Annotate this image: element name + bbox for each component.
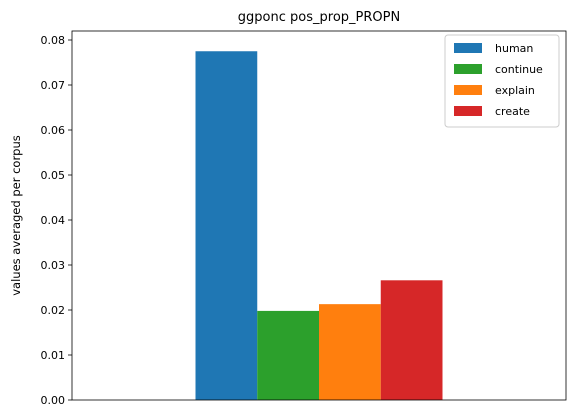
- y-tick-label: 0.04: [41, 214, 66, 227]
- legend-label-explain: explain: [495, 84, 535, 97]
- legend-swatch-human: [454, 43, 482, 53]
- legend-label-create: create: [495, 105, 530, 118]
- bar-explain: [319, 304, 381, 400]
- bars-group: [195, 51, 443, 400]
- legend-label-human: human: [495, 42, 533, 55]
- legend-swatch-explain: [454, 85, 482, 95]
- y-axis: 0.00 0.01 0.02 0.03 0.04 0.05 0.06 0.07 0.08: [41, 34, 72, 407]
- y-tick-label: 0.08: [41, 34, 66, 47]
- y-tick-label: 0.00: [41, 394, 66, 407]
- y-tick-label: 0.05: [41, 169, 66, 182]
- legend-box: [444, 34, 560, 128]
- y-tick-label: 0.02: [41, 304, 66, 317]
- y-axis-label: values averaged per corpus: [9, 135, 23, 296]
- legend-swatch-create: [454, 106, 482, 116]
- legend: human continue explain create: [444, 34, 560, 128]
- bar-continue: [257, 310, 319, 400]
- y-tick-label: 0.06: [41, 124, 66, 137]
- legend-swatch-continue: [454, 64, 482, 74]
- y-tick-label: 0.07: [41, 79, 66, 92]
- plot-frame: [71, 30, 567, 401]
- y-tick-label: 0.03: [41, 259, 66, 272]
- legend-label-continue: continue: [495, 63, 543, 76]
- chart-title: ggponc pos_prop_PROPN: [238, 10, 400, 25]
- bar-create: [380, 280, 443, 400]
- bar-human: [195, 51, 258, 400]
- y-tick-label: 0.01: [41, 349, 66, 362]
